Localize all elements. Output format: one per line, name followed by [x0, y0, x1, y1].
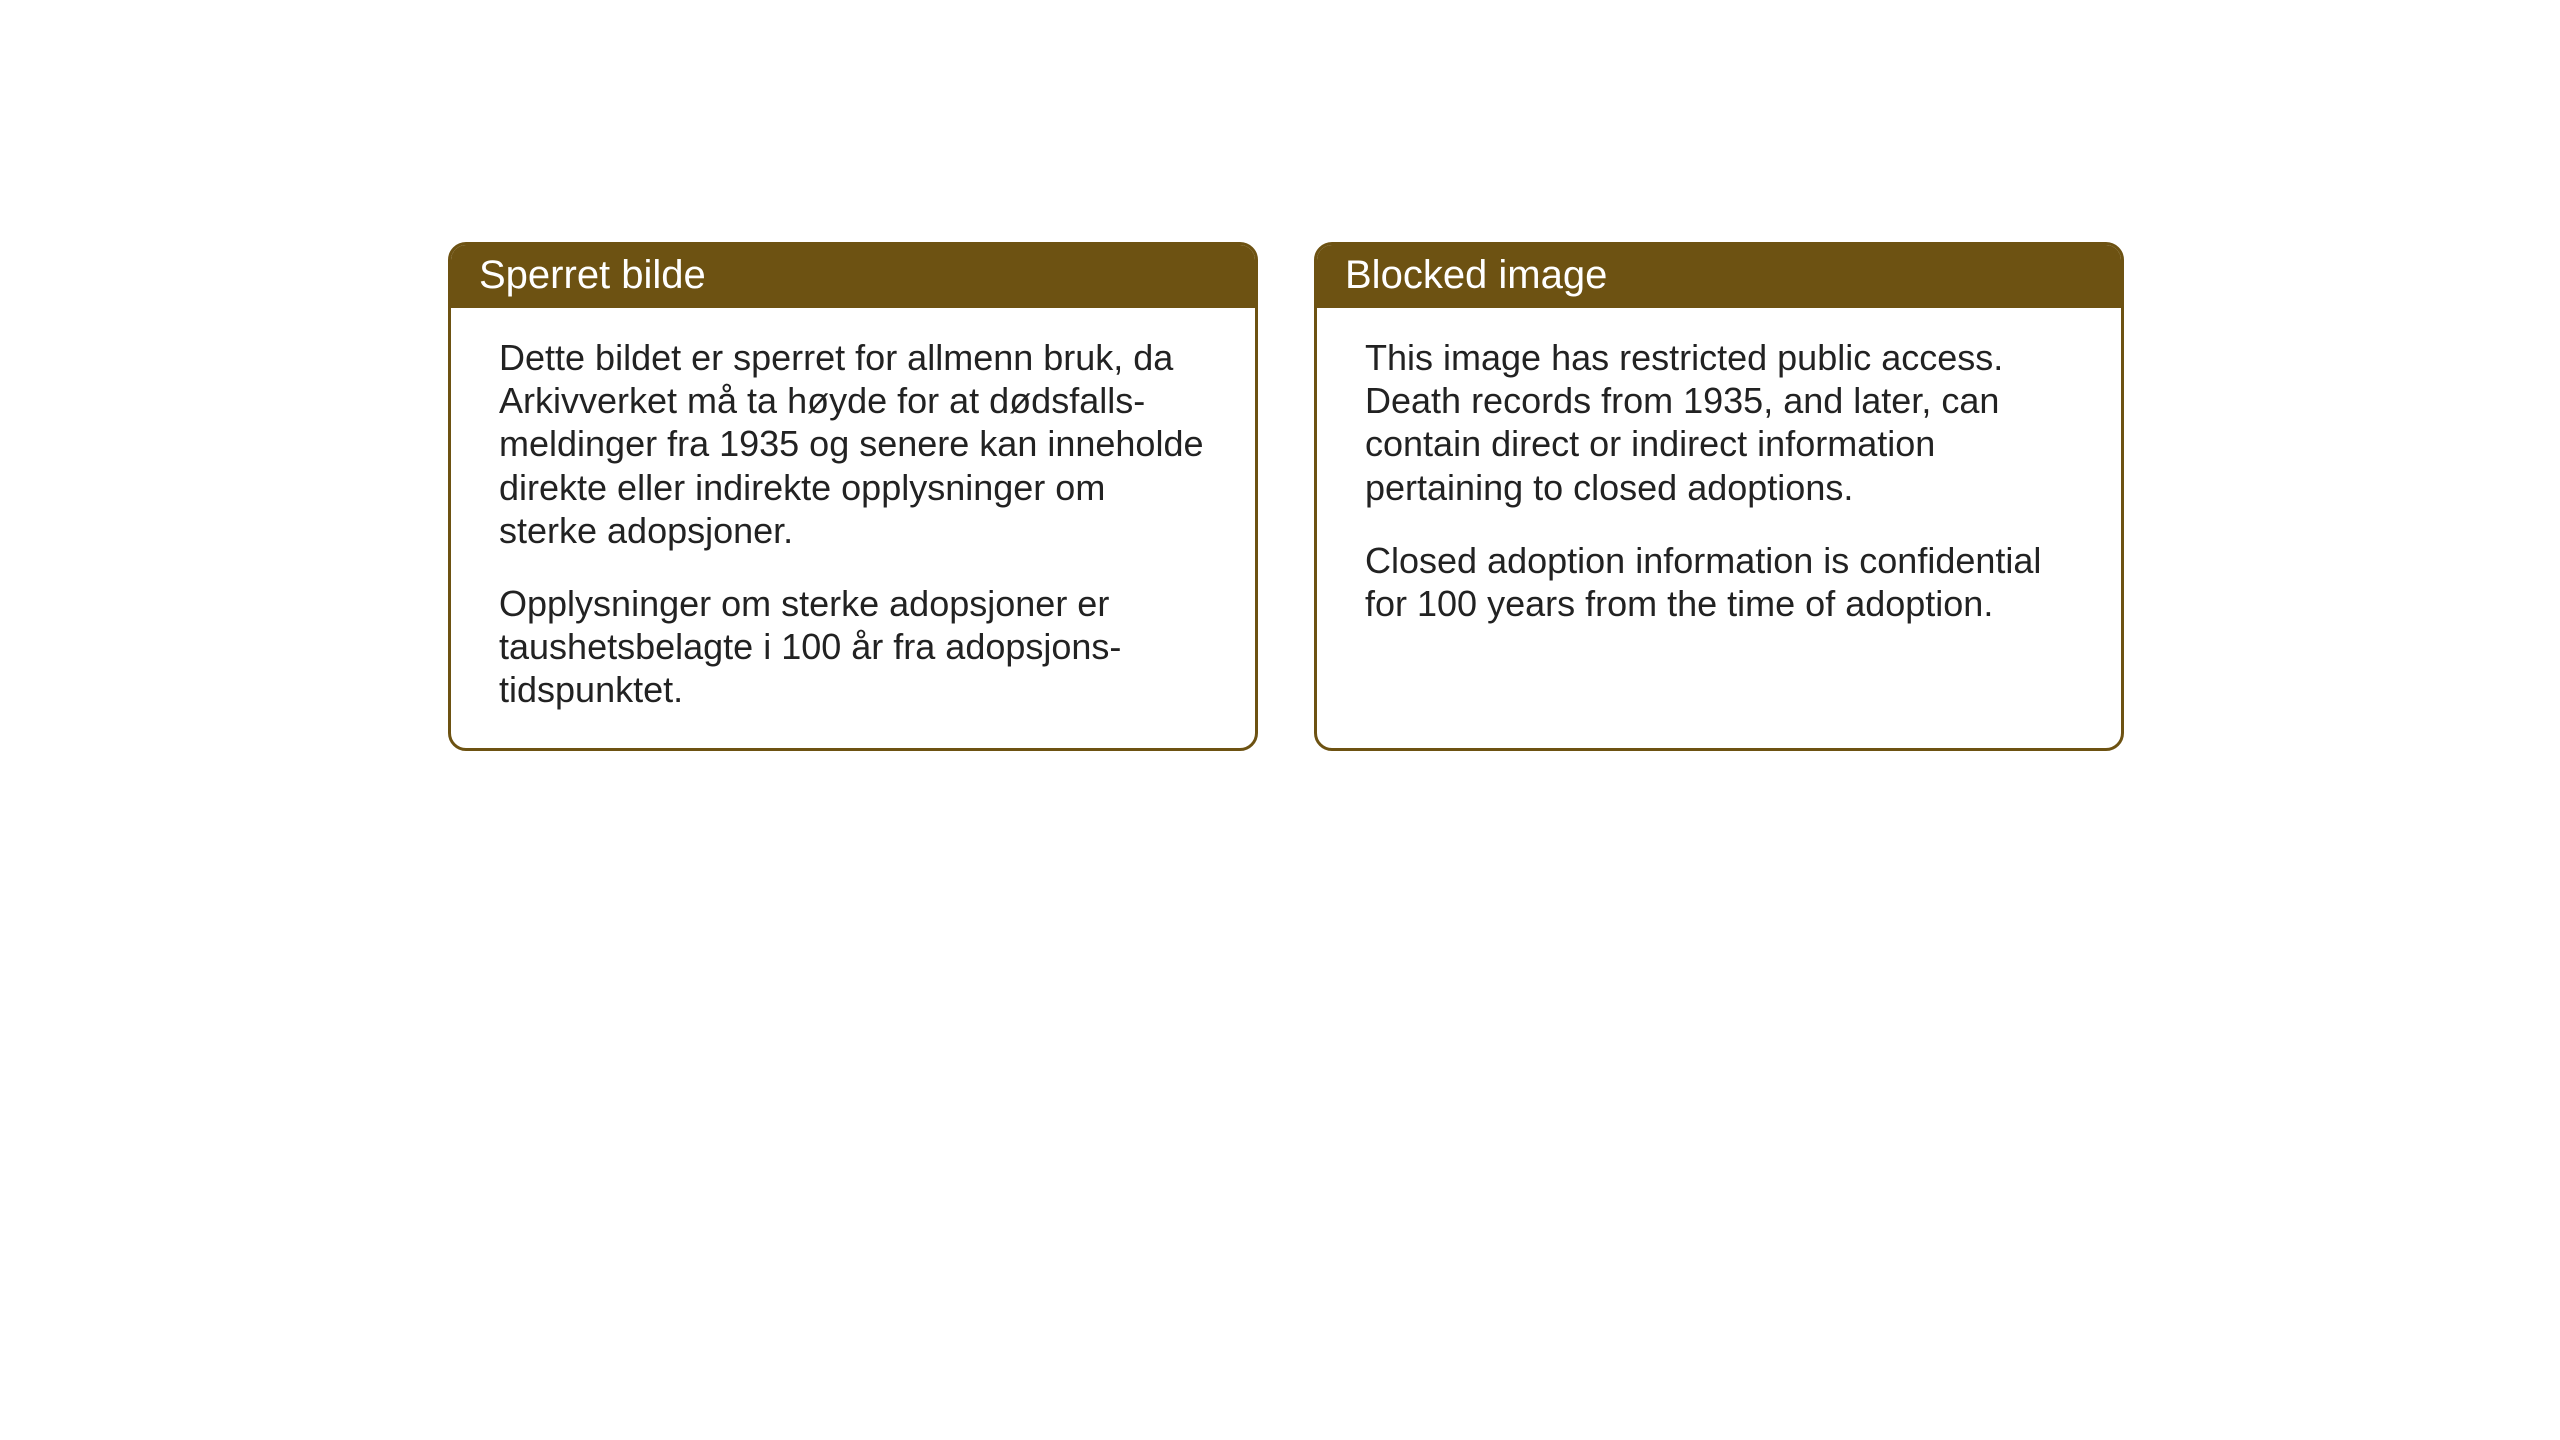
notice-body-norwegian: Dette bildet er sperret for allmenn bruk… [451, 308, 1255, 748]
notice-card-english: Blocked image This image has restricted … [1314, 242, 2124, 751]
notice-para1-norwegian: Dette bildet er sperret for allmenn bruk… [499, 336, 1207, 552]
notice-body-english: This image has restricted public access.… [1317, 308, 2121, 661]
notice-card-norwegian: Sperret bilde Dette bildet er sperret fo… [448, 242, 1258, 751]
notice-para2-norwegian: Opplysninger om sterke adopsjoner er tau… [499, 582, 1207, 712]
notice-title-norwegian: Sperret bilde [451, 245, 1255, 308]
notice-para1-english: This image has restricted public access.… [1365, 336, 2073, 509]
notice-para2-english: Closed adoption information is confident… [1365, 539, 2073, 625]
notice-title-english: Blocked image [1317, 245, 2121, 308]
notice-container: Sperret bilde Dette bildet er sperret fo… [448, 242, 2124, 751]
